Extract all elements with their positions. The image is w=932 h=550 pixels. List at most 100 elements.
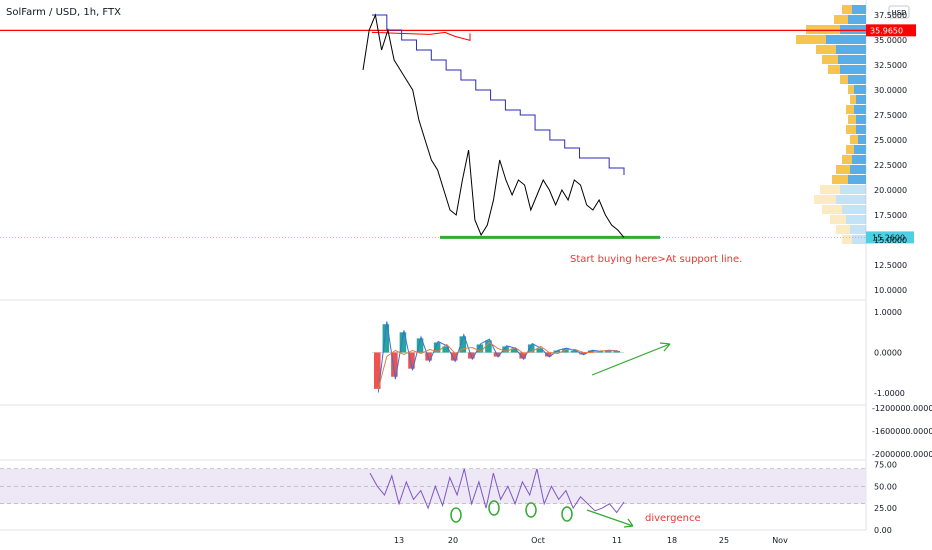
currency-button-label: USD: [892, 9, 907, 17]
upper-band-line: [372, 14, 625, 175]
volume-profile-down-bar: [830, 215, 846, 224]
volume-profile-up-bar: [840, 65, 866, 74]
macd-histogram-bar: [604, 350, 612, 353]
macd-histogram-bar: [374, 352, 381, 389]
volume-profile-up-bar: [848, 75, 866, 84]
price-tick-label: 15.0000: [874, 236, 907, 245]
current-price-label: 15.2600: [872, 233, 905, 242]
macd-histogram-bar: [510, 348, 518, 353]
macd-histogram-bar: [459, 336, 467, 353]
volume-profile-down-bar: [850, 95, 856, 104]
rsi-tick-label: 75.00: [874, 460, 897, 469]
macd-histogram-bar: [527, 344, 535, 353]
time-axis-label: 13: [394, 536, 404, 545]
volume-profile-down-bar: [820, 185, 840, 194]
volume-profile-down-bar: [828, 65, 840, 74]
macd-line: [377, 321, 618, 393]
rsi-trough-marker: [525, 502, 537, 518]
volume-tick-label: -1600000.0000: [872, 427, 932, 436]
volume-profile-down-bar: [834, 15, 848, 24]
macd-histogram-bar: [536, 348, 544, 353]
axes: 37.5000 35.0000 32.5000 30.0000 27.5000 25.00…: [394, 11, 932, 545]
volume-profile-down-bar: [842, 5, 852, 14]
price-tick-label: 12.5000: [874, 261, 907, 270]
macd-tick-label: 1.0000: [874, 308, 902, 317]
macd-histogram-bar: [433, 342, 441, 353]
resistance-price-label: 35.9650: [870, 26, 903, 35]
macd-histogram-bar: [570, 350, 578, 353]
volume-profile-down-bar: [832, 175, 848, 184]
macd-histogram-bar: [408, 352, 415, 369]
volume-profile-down-bar: [842, 155, 852, 164]
macd-histogram-bar: [485, 340, 492, 353]
volume-profile-up-bar: [846, 215, 866, 224]
rsi-line: [369, 468, 625, 514]
time-axis-label: Oct: [531, 536, 545, 545]
macd-tick-label: 0.0000: [874, 349, 902, 358]
volume-profile-up-bar: [856, 95, 866, 104]
volume-profile-up-bar: [848, 175, 866, 184]
price-pane[interactable]: 35.9650 15.2600: [0, 13, 916, 244]
volume-profile-up-bar: [854, 85, 866, 94]
volume-profile-up-bar: [856, 115, 866, 124]
volume-profile-up-bar: [836, 195, 866, 204]
time-axis-label: 20: [448, 536, 458, 545]
volume-profile: [796, 5, 866, 244]
time-axis-label: 11: [612, 536, 622, 545]
volume-profile-down-bar: [840, 75, 848, 84]
macd-histogram-bar: [587, 350, 595, 353]
time-axis-label: Nov: [772, 536, 788, 545]
volume-profile-up-bar: [852, 155, 866, 164]
macd-tick-label: -1.0000: [874, 389, 905, 398]
rsi-pane[interactable]: [0, 468, 866, 528]
price-series-line[interactable]: [362, 13, 625, 238]
volume-profile-down-bar: [842, 235, 852, 244]
volume-profile-up-bar: [852, 5, 866, 14]
divergence-note: divergence: [645, 513, 701, 524]
rsi-trough-marker: [561, 506, 573, 522]
resistance-price-tag: [866, 24, 916, 37]
price-tick-label: 17.5000: [874, 211, 907, 220]
rsi-tick-label: 50.00: [874, 482, 897, 491]
volume-profile-down-bar: [822, 205, 842, 214]
volume-profile-down-bar: [848, 85, 854, 94]
rsi-tick-label: 25.00: [874, 504, 897, 513]
volume-profile-up-bar: [842, 205, 866, 214]
macd-histogram-bar: [399, 332, 407, 353]
macd-pane[interactable]: [372, 321, 671, 393]
currency-button[interactable]: [888, 5, 910, 19]
current-price-tag: [866, 231, 914, 244]
rsi-trough-marker: [450, 507, 462, 523]
volume-profile-down-bar: [846, 125, 856, 134]
volume-profile-up-bar: [848, 15, 866, 24]
volume-profile-down-bar: [822, 55, 838, 64]
rsi-divergence-arrow: [586, 509, 634, 528]
rsi-trough-marker: [488, 500, 500, 516]
volume-profile-up-bar: [826, 35, 866, 44]
price-tick-label: 27.5000: [874, 111, 907, 120]
price-tick-label: 10.0000: [874, 286, 907, 295]
volume-profile-up-bar: [850, 225, 866, 234]
price-tick-label: 22.5000: [874, 161, 907, 170]
volume-tick-label: -2000000.0000: [872, 450, 932, 459]
volume-profile-up-bar: [840, 25, 866, 34]
volume-profile-down-bar: [836, 165, 850, 174]
volume-profile-down-bar: [796, 35, 826, 44]
macd-histogram-bar: [519, 352, 526, 359]
chart-title: SolFarm / USD, 1h, FTX: [6, 7, 121, 18]
resistance-trace: [371, 31, 471, 42]
volume-profile-down-bar: [836, 225, 850, 234]
price-tick-label: 30.0000: [874, 86, 907, 95]
volume-profile-up-bar: [854, 145, 866, 154]
volume-profile-down-bar: [846, 105, 854, 114]
macd-histogram-bar: [416, 338, 424, 353]
rsi-tick-label: 0.00: [874, 526, 892, 535]
volume-tick-label: -1200000.0000: [872, 404, 932, 413]
macd-histogram-bar: [502, 346, 509, 353]
support-note: Start buying here>At support line.: [570, 254, 742, 265]
macd-histogram-bar: [425, 352, 432, 361]
volume-profile-down-bar: [814, 195, 836, 204]
price-tick-label: 20.0000: [874, 186, 907, 195]
volume-profile-down-bar: [816, 45, 836, 54]
